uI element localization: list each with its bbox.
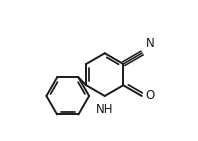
Text: NH: NH <box>96 103 113 115</box>
Text: N: N <box>146 37 155 50</box>
Text: O: O <box>146 89 155 103</box>
